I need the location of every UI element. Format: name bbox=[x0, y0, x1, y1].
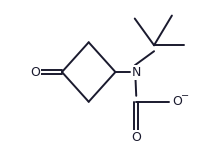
Text: N: N bbox=[132, 66, 141, 79]
Text: O: O bbox=[30, 66, 40, 79]
Text: O: O bbox=[131, 131, 141, 144]
Text: O: O bbox=[172, 95, 182, 108]
Text: −: − bbox=[181, 91, 189, 101]
